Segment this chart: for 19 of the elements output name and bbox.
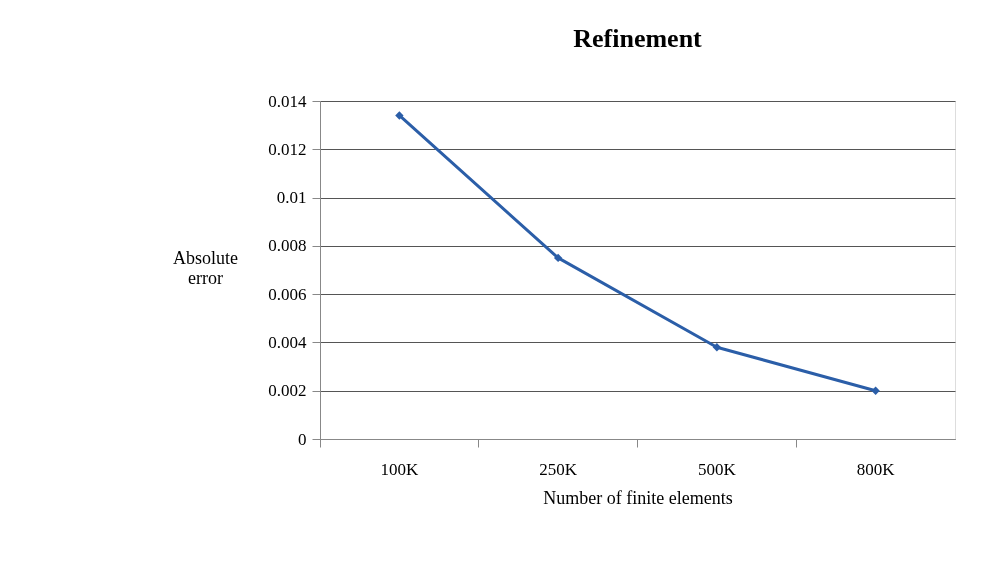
y-tick-label: 0.014 xyxy=(268,91,307,111)
x-tick-label: 800K xyxy=(856,459,896,479)
chart-title: Refinement xyxy=(573,24,703,53)
y-tick-label: 0.006 xyxy=(268,284,307,304)
x-tick-label: 250K xyxy=(539,459,578,479)
point xyxy=(395,111,404,120)
point xyxy=(871,386,880,395)
y-tick-label: 0 xyxy=(298,429,307,449)
y-tick-label: 0.004 xyxy=(268,332,307,352)
point xyxy=(553,253,563,263)
point xyxy=(712,343,722,352)
y-tick-label: 0.012 xyxy=(268,139,307,159)
y-axis-title: Absolute error xyxy=(173,247,239,288)
y-tick-label: 0.002 xyxy=(268,381,307,401)
y-tick-label: 0.01 xyxy=(276,188,307,208)
x-tick-label: 500K xyxy=(697,459,737,479)
x-axis-title: Number of finite elements xyxy=(543,487,733,508)
y-tick-label: 0.008 xyxy=(268,236,307,256)
x-tick-label: 100K xyxy=(380,459,419,479)
